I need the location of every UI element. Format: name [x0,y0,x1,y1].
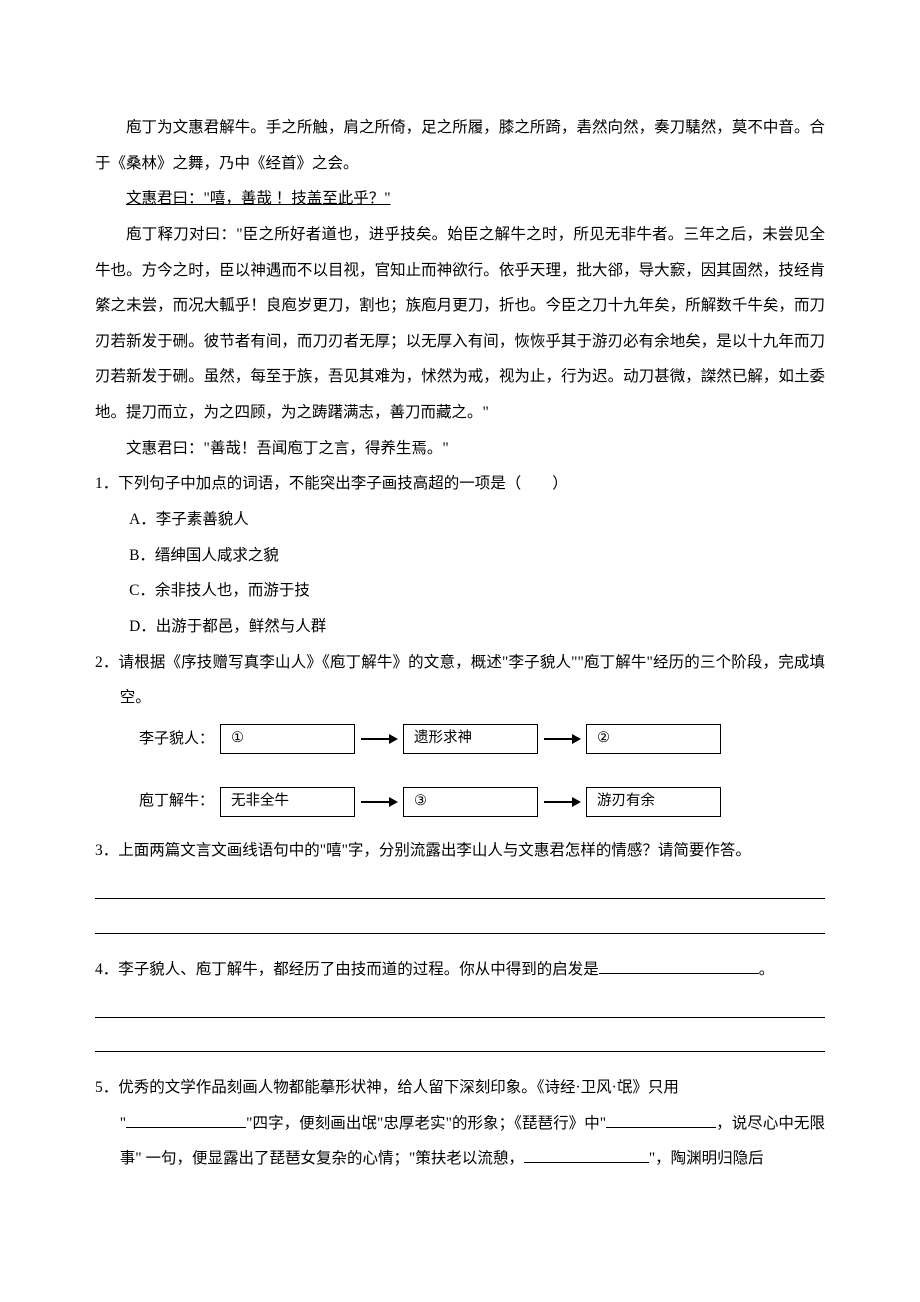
diagram-row-1: 李子貌人： ① 遗形求神 ② [126,722,825,757]
arrow-icon [355,724,403,754]
box-1: ① [220,724,355,754]
q1-option-d: D．出游于都邑，鲜然与人群 [129,609,825,645]
box-6: 游刃有余 [586,787,721,817]
box-3: ② [586,724,721,754]
q5-l2-suffix: "，陶渊明归隐后 [649,1150,764,1167]
q2-diagram: 李子貌人： ① 遗形求神 ② 庖丁解牛： 无非全牛 ③ 游刃有余 [95,716,825,833]
q1-option-a: A．李子素善貌人 [129,502,825,538]
box-2: 遗形求神 [403,724,538,754]
underlined-text: 文惠君曰："嘻，善哉 ！技盖至此乎？" [126,190,391,207]
q1-option-c: C．余非技人也，而游于技 [129,573,825,609]
q1-stem: 1．下列句子中加点的词语，不能突出李子画技高超的一项是（ ） [95,466,825,502]
q3-stem: 3．上面两篇文言文画线语句中的"嘻"字，分别流露出李山人与文惠君怎样的情感？请简… [95,833,825,869]
q3-answer-line-1 [95,883,825,900]
q5-l2-mid1: "四字，便刻画出氓"忠厚老实"的形象；《琵琶行》中" [246,1115,606,1132]
q3-answer-line-2 [95,917,825,934]
passage-paragraph-1: 庖丁为文惠君解牛。手之所触，肩之所倚，足之所履，膝之所踦，砉然向然，奏刀騞然，莫… [95,110,825,181]
q5-line2: ""四字，便刻画出氓"忠厚老实"的形象；《琵琶行》中"，说尽心中无限事" 一句，… [95,1106,825,1177]
passage-paragraph-2-underlined: 文惠君曰："嘻，善哉 ！技盖至此乎？" [95,181,825,217]
arrow-icon [538,787,586,817]
row2-label: 庖丁解牛： [126,784,220,819]
q5-blank-2 [606,1113,716,1128]
q1-option-b: B．缙绅国人咸求之貌 [129,538,825,574]
row1-label: 李子貌人： [126,722,220,757]
q4-stem-suffix: 。 [759,961,775,978]
arrow-icon [355,787,403,817]
exam-page: 庖丁为文惠君解牛。手之所触，肩之所倚，足之所履，膝之所踦，砉然向然，奏刀騞然，莫… [0,0,920,1302]
passage-paragraph-3: 庖丁释刀对曰："臣之所好者道也，进乎技矣。始臣之解牛之时，所见无非牛者。三年之后… [95,217,825,431]
q4-answer-line-2 [95,1036,825,1053]
q4-answer-line-1 [95,1001,825,1018]
q4-stem-prefix: 4．李子貌人、庖丁解牛，都经历了由技而道的过程。你从中得到的启发是 [95,961,599,978]
q5-line1: 5．优秀的文学作品刻画人物都能摹形状神，给人留下深刻印象。《诗经·卫风·氓》只用 [95,1070,825,1106]
q4-stem: 4．李子貌人、庖丁解牛，都经历了由技而道的过程。你从中得到的启发是 。 [95,952,825,988]
box-5: ③ [403,787,538,817]
q5-blank-3 [524,1149,649,1164]
box-4: 无非全牛 [220,787,355,817]
q1-options: A．李子素善貌人 B．缙绅国人咸求之貌 C．余非技人也，而游于技 D．出游于都邑… [95,502,825,645]
q2-stem: 2．请根据《序技赠写真李山人》《庖丁解牛》的文意，概述"李子貌人""庖丁解牛"经… [95,645,825,716]
q5-blank-1 [126,1113,246,1128]
passage-paragraph-4: 文惠君曰："善哉！吾闻庖丁之言，得养生焉。" [95,431,825,467]
diagram-row-2: 庖丁解牛： 无非全牛 ③ 游刃有余 [126,784,825,819]
q4-inline-blank [599,959,759,974]
arrow-icon [538,724,586,754]
